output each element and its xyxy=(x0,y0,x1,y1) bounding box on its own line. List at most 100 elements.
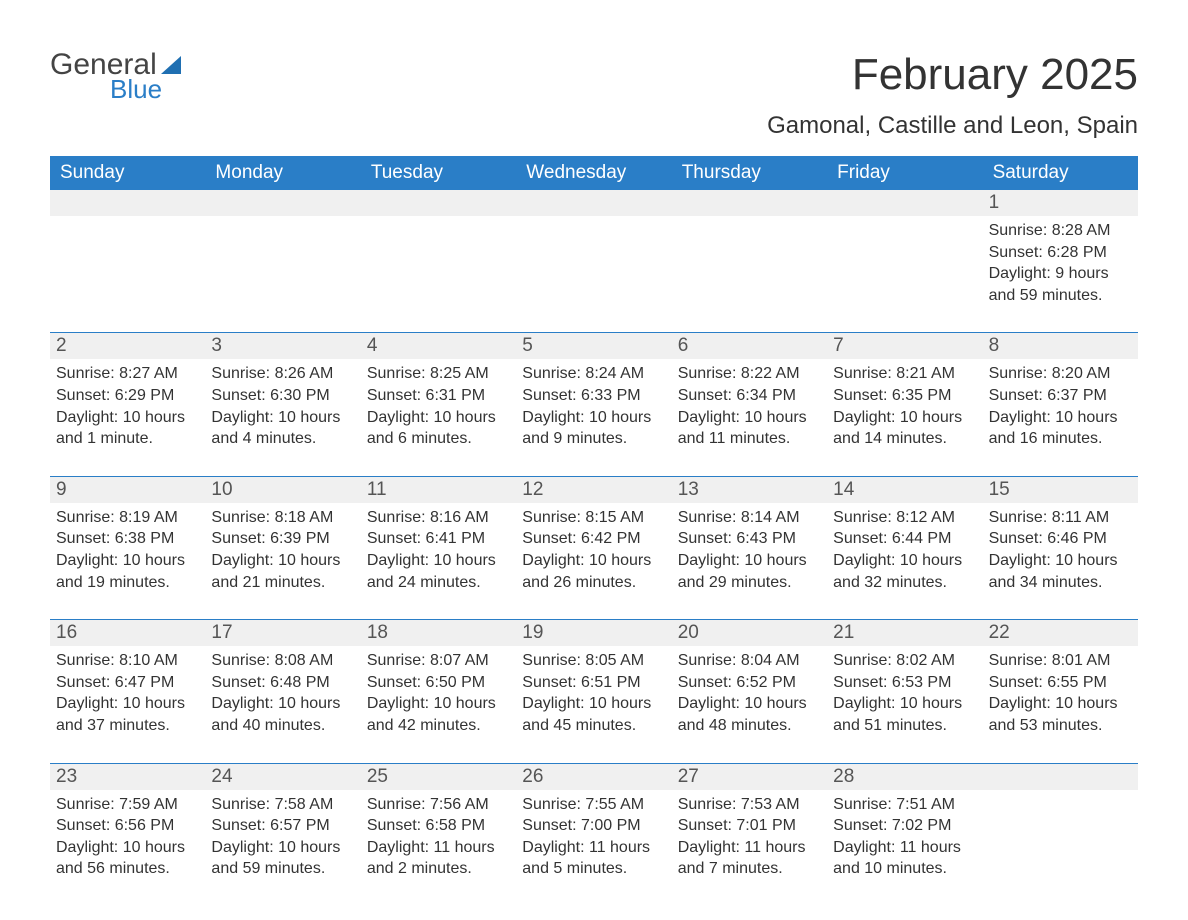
day-number: 10 xyxy=(205,477,360,503)
sunrise-text: Sunrise: 8:04 AM xyxy=(678,650,821,672)
day-cell: Sunrise: 8:07 AMSunset: 6:50 PMDaylight:… xyxy=(361,646,516,736)
daylight-text: Daylight: 10 hours and 34 minutes. xyxy=(989,550,1132,593)
day-cell: Sunrise: 8:05 AMSunset: 6:51 PMDaylight:… xyxy=(516,646,671,736)
sunset-text: Sunset: 6:30 PM xyxy=(211,385,354,407)
sunrise-text: Sunrise: 8:11 AM xyxy=(989,507,1132,529)
daylight-text: Daylight: 10 hours and 48 minutes. xyxy=(678,693,821,736)
sunrise-text: Sunrise: 8:25 AM xyxy=(367,363,510,385)
weekday-header: Sunday xyxy=(50,156,205,190)
weekday-header: Friday xyxy=(827,156,982,190)
sunrise-text: Sunrise: 8:12 AM xyxy=(833,507,976,529)
sunset-text: Sunset: 6:55 PM xyxy=(989,672,1132,694)
sunrise-text: Sunrise: 8:08 AM xyxy=(211,650,354,672)
day-cell: Sunrise: 8:14 AMSunset: 6:43 PMDaylight:… xyxy=(672,503,827,593)
sunset-text: Sunset: 7:01 PM xyxy=(678,815,821,837)
day-cell: Sunrise: 7:59 AMSunset: 6:56 PMDaylight:… xyxy=(50,790,205,880)
day-cell: Sunrise: 8:11 AMSunset: 6:46 PMDaylight:… xyxy=(983,503,1138,593)
daylight-text: Daylight: 11 hours and 5 minutes. xyxy=(522,837,665,880)
day-cell: Sunrise: 8:24 AMSunset: 6:33 PMDaylight:… xyxy=(516,359,671,449)
sunrise-text: Sunrise: 8:27 AM xyxy=(56,363,199,385)
sunset-text: Sunset: 6:43 PM xyxy=(678,528,821,550)
day-number: 26 xyxy=(516,764,671,790)
day-cell: Sunrise: 8:12 AMSunset: 6:44 PMDaylight:… xyxy=(827,503,982,593)
sunrise-text: Sunrise: 8:15 AM xyxy=(522,507,665,529)
sunrise-text: Sunrise: 8:24 AM xyxy=(522,363,665,385)
day-number xyxy=(827,190,982,216)
daylight-text: Daylight: 11 hours and 10 minutes. xyxy=(833,837,976,880)
sunset-text: Sunset: 6:33 PM xyxy=(522,385,665,407)
day-info-row: Sunrise: 8:28 AMSunset: 6:28 PMDaylight:… xyxy=(50,216,1138,306)
weekday-header-row: Sunday Monday Tuesday Wednesday Thursday… xyxy=(50,156,1138,190)
daylight-text: Daylight: 10 hours and 40 minutes. xyxy=(211,693,354,736)
sunrise-text: Sunrise: 8:10 AM xyxy=(56,650,199,672)
day-number xyxy=(516,190,671,216)
day-number xyxy=(672,190,827,216)
sunset-text: Sunset: 6:51 PM xyxy=(522,672,665,694)
sunrise-text: Sunrise: 8:26 AM xyxy=(211,363,354,385)
day-number: 1 xyxy=(983,190,1138,216)
sunrise-text: Sunrise: 8:07 AM xyxy=(367,650,510,672)
day-number-row: 9101112131415 xyxy=(50,477,1138,503)
sunrise-text: Sunrise: 8:16 AM xyxy=(367,507,510,529)
brand-triangle-icon xyxy=(161,56,181,74)
day-cell: Sunrise: 8:18 AMSunset: 6:39 PMDaylight:… xyxy=(205,503,360,593)
day-number: 27 xyxy=(672,764,827,790)
daylight-text: Daylight: 10 hours and 51 minutes. xyxy=(833,693,976,736)
daylight-text: Daylight: 10 hours and 53 minutes. xyxy=(989,693,1132,736)
daylight-text: Daylight: 10 hours and 45 minutes. xyxy=(522,693,665,736)
day-number: 2 xyxy=(50,333,205,359)
day-cell: Sunrise: 7:53 AMSunset: 7:01 PMDaylight:… xyxy=(672,790,827,880)
day-info-row: Sunrise: 8:19 AMSunset: 6:38 PMDaylight:… xyxy=(50,503,1138,593)
sunrise-text: Sunrise: 7:56 AM xyxy=(367,794,510,816)
day-cell xyxy=(983,790,1138,880)
weekday-header: Wednesday xyxy=(516,156,671,190)
daylight-text: Daylight: 10 hours and 24 minutes. xyxy=(367,550,510,593)
sunset-text: Sunset: 6:58 PM xyxy=(367,815,510,837)
sunrise-text: Sunrise: 8:22 AM xyxy=(678,363,821,385)
sunrise-text: Sunrise: 8:05 AM xyxy=(522,650,665,672)
day-cell xyxy=(50,216,205,306)
day-number-row: 1 xyxy=(50,190,1138,216)
day-number: 28 xyxy=(827,764,982,790)
sunset-text: Sunset: 6:37 PM xyxy=(989,385,1132,407)
daylight-text: Daylight: 9 hours and 59 minutes. xyxy=(989,263,1132,306)
daylight-text: Daylight: 10 hours and 42 minutes. xyxy=(367,693,510,736)
sunset-text: Sunset: 6:52 PM xyxy=(678,672,821,694)
weeks-container: 1Sunrise: 8:28 AMSunset: 6:28 PMDaylight… xyxy=(50,190,1138,880)
daylight-text: Daylight: 10 hours and 32 minutes. xyxy=(833,550,976,593)
day-cell: Sunrise: 7:55 AMSunset: 7:00 PMDaylight:… xyxy=(516,790,671,880)
sunset-text: Sunset: 6:31 PM xyxy=(367,385,510,407)
day-cell: Sunrise: 8:20 AMSunset: 6:37 PMDaylight:… xyxy=(983,359,1138,449)
day-number: 6 xyxy=(672,333,827,359)
day-cell xyxy=(361,216,516,306)
calendar-week: 232425262728Sunrise: 7:59 AMSunset: 6:56… xyxy=(50,763,1138,880)
day-cell: Sunrise: 7:51 AMSunset: 7:02 PMDaylight:… xyxy=(827,790,982,880)
sunrise-text: Sunrise: 8:18 AM xyxy=(211,507,354,529)
day-cell: Sunrise: 8:22 AMSunset: 6:34 PMDaylight:… xyxy=(672,359,827,449)
day-number: 5 xyxy=(516,333,671,359)
title-block: February 2025 Gamonal, Castille and Leon… xyxy=(767,50,1138,140)
day-cell: Sunrise: 8:28 AMSunset: 6:28 PMDaylight:… xyxy=(983,216,1138,306)
day-number: 21 xyxy=(827,620,982,646)
day-cell: Sunrise: 8:16 AMSunset: 6:41 PMDaylight:… xyxy=(361,503,516,593)
sunset-text: Sunset: 6:28 PM xyxy=(989,242,1132,264)
day-number: 20 xyxy=(672,620,827,646)
day-number: 19 xyxy=(516,620,671,646)
sunset-text: Sunset: 6:46 PM xyxy=(989,528,1132,550)
day-cell xyxy=(205,216,360,306)
day-cell: Sunrise: 8:25 AMSunset: 6:31 PMDaylight:… xyxy=(361,359,516,449)
sunset-text: Sunset: 6:57 PM xyxy=(211,815,354,837)
daylight-text: Daylight: 10 hours and 6 minutes. xyxy=(367,407,510,450)
sunrise-text: Sunrise: 7:51 AM xyxy=(833,794,976,816)
calendar-week: 9101112131415Sunrise: 8:19 AMSunset: 6:3… xyxy=(50,476,1138,593)
day-number-row: 2345678 xyxy=(50,333,1138,359)
calendar-page: General Blue February 2025 Gamonal, Cast… xyxy=(0,0,1188,920)
day-number xyxy=(361,190,516,216)
sunrise-text: Sunrise: 8:28 AM xyxy=(989,220,1132,242)
day-number: 7 xyxy=(827,333,982,359)
calendar-week: 2345678Sunrise: 8:27 AMSunset: 6:29 PMDa… xyxy=(50,332,1138,449)
sunset-text: Sunset: 6:42 PM xyxy=(522,528,665,550)
sunrise-text: Sunrise: 8:01 AM xyxy=(989,650,1132,672)
location-label: Gamonal, Castille and Leon, Spain xyxy=(767,112,1138,140)
daylight-text: Daylight: 10 hours and 19 minutes. xyxy=(56,550,199,593)
